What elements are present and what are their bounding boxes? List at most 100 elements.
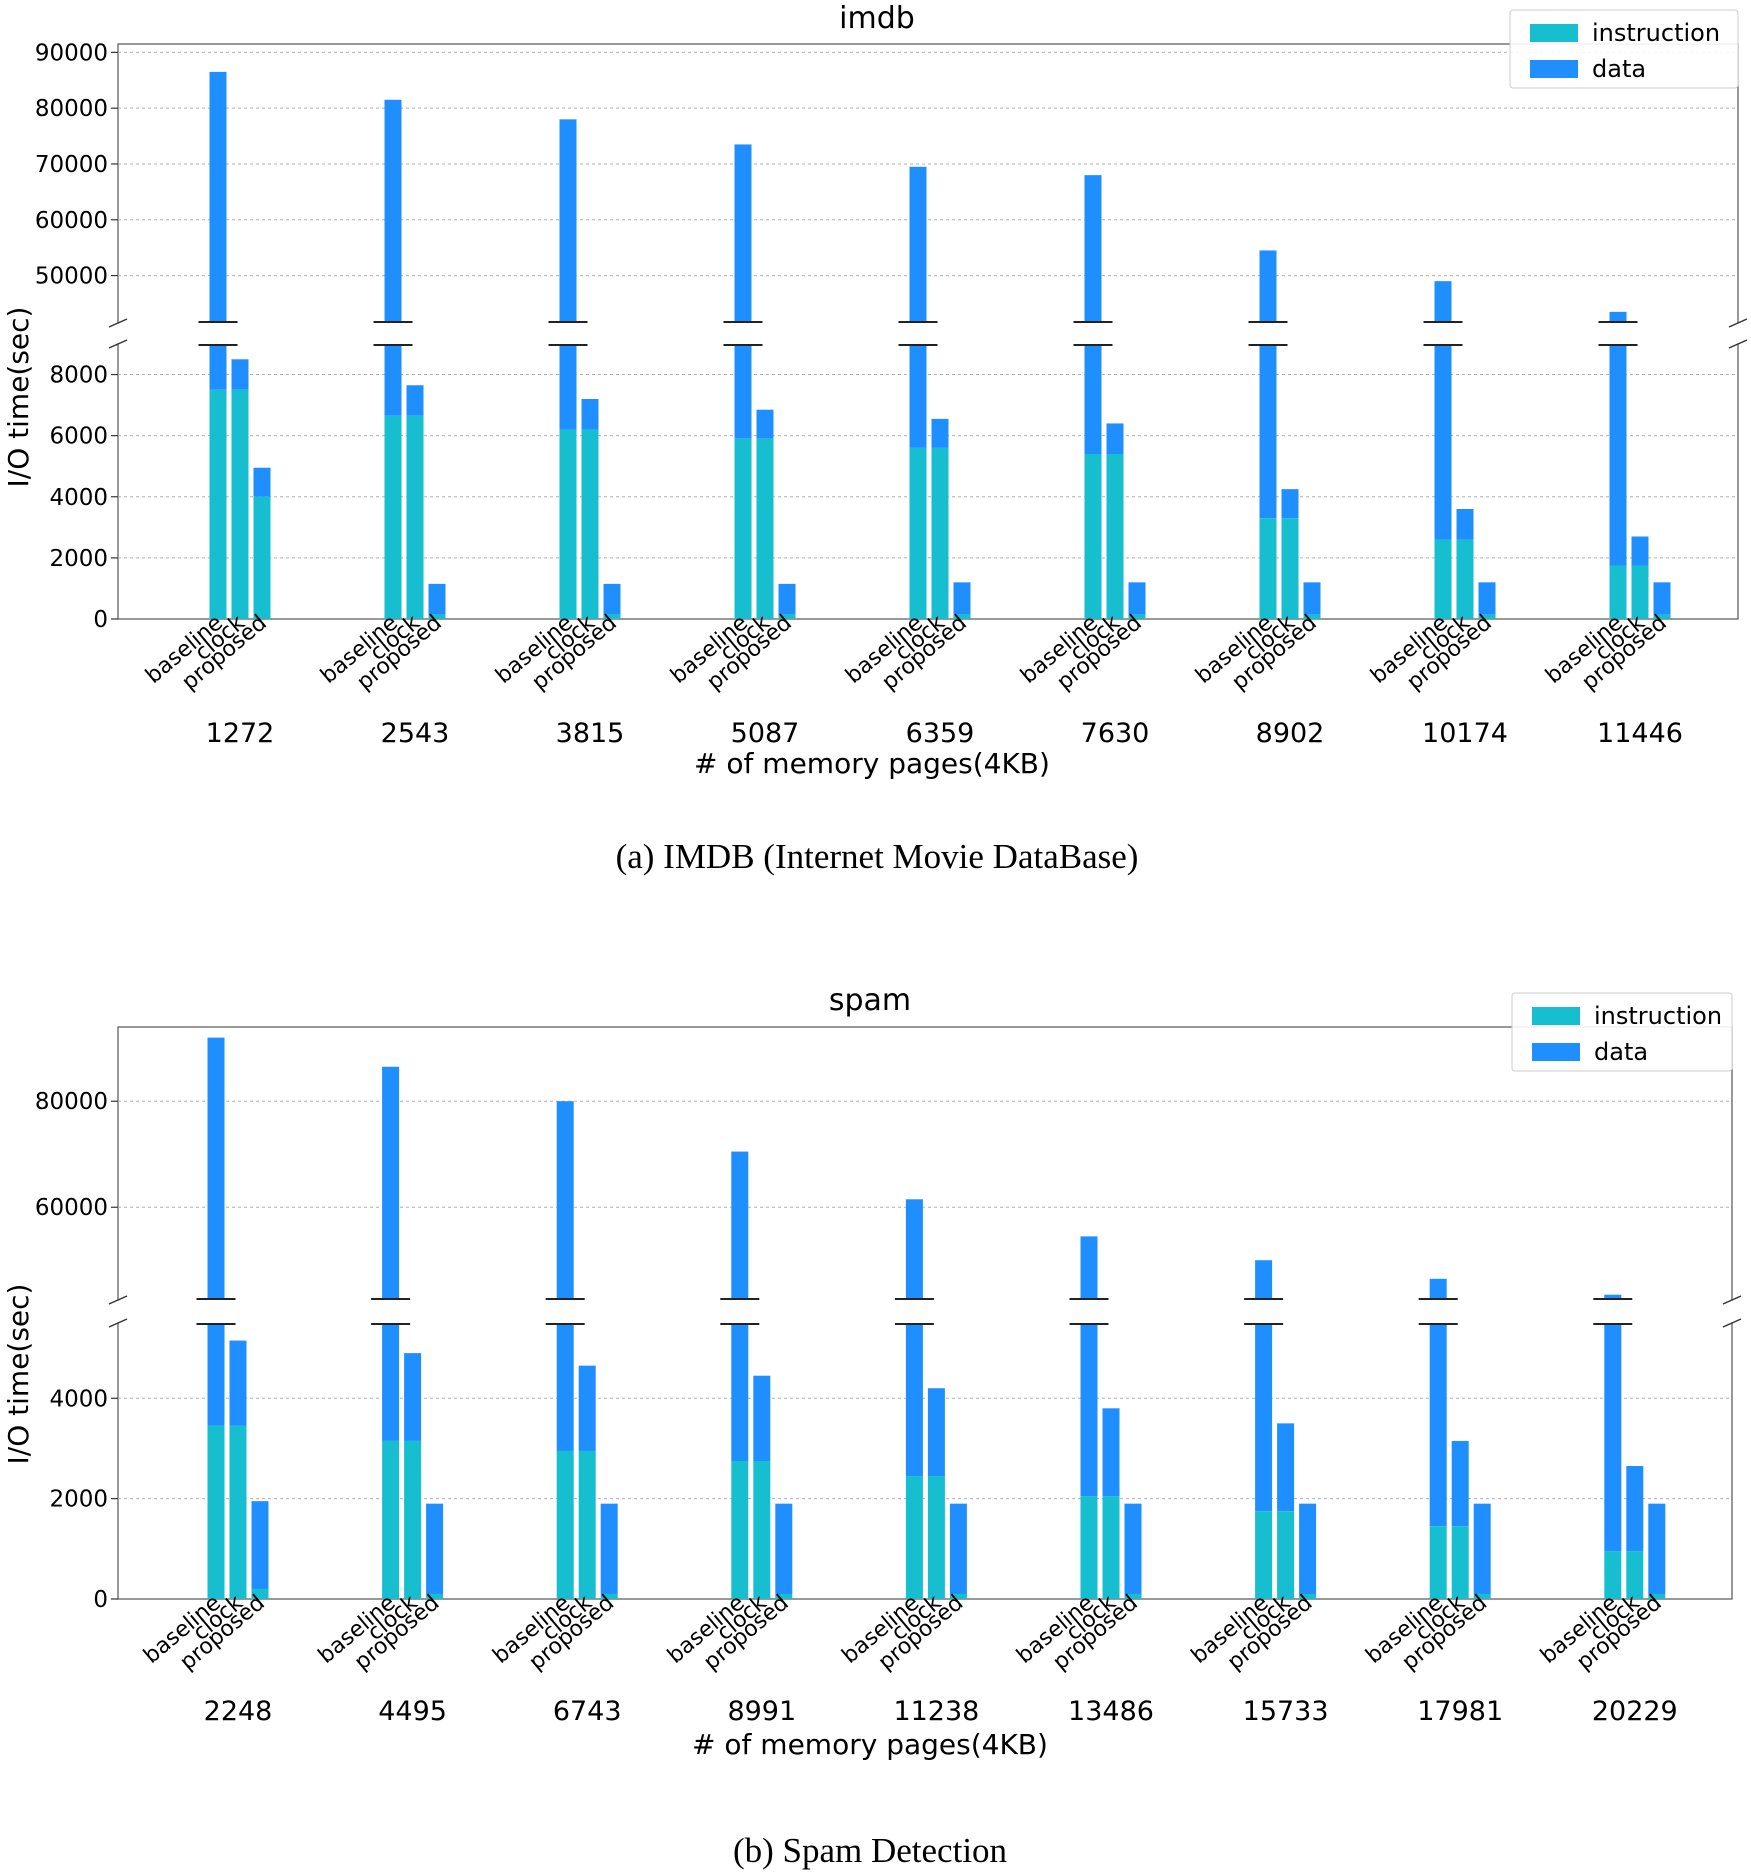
bar-clock-data <box>1277 1423 1295 1512</box>
bar-baseline-data <box>559 344 577 430</box>
chart-a-xlabel: # of memory pages(4KB) <box>694 747 1050 780</box>
legend-swatch-data <box>1530 60 1578 78</box>
upper-axes-frame <box>117 43 1739 324</box>
bar-clock-instruction <box>1277 1511 1295 1599</box>
bar-baseline-data-upper <box>1084 175 1102 323</box>
bar-proposed-instruction <box>949 1593 967 1599</box>
bar-proposed-data <box>778 583 796 615</box>
bar-proposed-instruction <box>1473 1593 1491 1599</box>
bar-baseline-data <box>1429 1323 1447 1527</box>
bar-clock-instruction <box>753 1461 771 1599</box>
bar-baseline-data-upper <box>209 71 227 324</box>
bar-clock-data <box>1281 489 1299 519</box>
axis-break-mark <box>108 318 128 328</box>
y-tick-label: 80000 <box>35 1089 108 1115</box>
bar-clock-instruction <box>756 438 774 619</box>
y-tick-label: 4000 <box>49 1386 108 1412</box>
bar-clock-data <box>1631 536 1649 566</box>
axis-break-mark <box>1722 1295 1742 1305</box>
bar-baseline-data-upper <box>1080 1236 1098 1300</box>
bar-baseline-data-upper <box>905 1199 923 1300</box>
bar-baseline-data <box>207 1323 225 1426</box>
bar-baseline-instruction <box>1259 518 1277 619</box>
bar-proposed-data <box>1473 1503 1491 1594</box>
x-category-label: 6359 <box>906 718 975 749</box>
y-tick-label: 80000 <box>35 96 108 122</box>
bar-clock-data <box>581 399 599 430</box>
bar-baseline-instruction <box>559 429 577 619</box>
bar-baseline-data-upper <box>1255 1260 1273 1300</box>
bar-clock-data <box>229 1340 247 1426</box>
axis-break-mark <box>108 339 128 349</box>
bar-proposed-instruction <box>778 614 796 619</box>
bar-proposed-instruction <box>253 496 271 619</box>
bar-proposed-instruction <box>1478 614 1496 619</box>
bar-baseline-data-upper <box>1604 1294 1622 1300</box>
chart-a-ylabel: I/O time(sec) <box>2 307 35 488</box>
bar-clock-instruction <box>1456 539 1474 619</box>
bar-baseline-instruction <box>1604 1551 1622 1599</box>
bar-proposed-instruction <box>426 1593 444 1599</box>
bar-baseline-data <box>734 344 752 439</box>
chart-b-title: spam <box>829 983 911 1018</box>
bar-baseline-data-upper <box>207 1037 225 1300</box>
bar-baseline-data-upper <box>1434 281 1452 323</box>
bar-proposed-data <box>1303 582 1321 615</box>
x-category-label: 10174 <box>1422 718 1508 749</box>
bar-proposed-data <box>1299 1503 1317 1594</box>
bar-baseline-data <box>1259 344 1277 519</box>
bar-clock-instruction <box>1102 1496 1120 1599</box>
bar-clock-data <box>1102 1408 1120 1497</box>
bar-proposed-instruction <box>1648 1593 1666 1599</box>
bar-clock-instruction <box>578 1450 596 1599</box>
bar-baseline-data-upper <box>1609 311 1627 323</box>
bar-baseline-data <box>1609 344 1627 566</box>
bar-clock-data <box>1626 1466 1644 1552</box>
bar-proposed-data <box>1648 1503 1666 1594</box>
bar-clock-instruction <box>1631 565 1649 619</box>
bar-clock-data <box>404 1353 422 1441</box>
chart-a-title: imdb <box>839 1 915 36</box>
bar-clock-instruction <box>581 429 599 619</box>
bar-proposed-instruction <box>1299 1593 1317 1599</box>
bar-proposed-data <box>1653 582 1671 615</box>
x-category-label: 8902 <box>1256 718 1325 749</box>
legend-swatch-data <box>1532 1043 1580 1061</box>
bar-baseline-data-upper <box>384 99 402 323</box>
bar-baseline-data <box>905 1323 923 1477</box>
chart-a-caption: (a) IMDB (Internet Movie DataBase) <box>616 837 1139 876</box>
bar-baseline-data <box>731 1323 749 1461</box>
bar-clock-instruction <box>231 389 249 619</box>
bar-baseline-instruction <box>384 415 402 619</box>
x-category-label: 2248 <box>204 1696 273 1727</box>
bar-baseline-data-upper <box>1429 1278 1447 1300</box>
bar-proposed-instruction <box>1128 614 1146 619</box>
bar-proposed-instruction <box>1303 614 1321 619</box>
bar-clock-instruction <box>1626 1551 1644 1599</box>
legend-swatch-instruction <box>1530 24 1578 42</box>
bar-proposed-data <box>253 467 271 497</box>
bar-clock-instruction <box>229 1425 247 1599</box>
legend-swatch-instruction <box>1532 1007 1580 1025</box>
x-category-label: 11238 <box>893 1696 979 1727</box>
x-category-label: 8991 <box>727 1696 796 1727</box>
bar-proposed-instruction <box>953 614 971 619</box>
bar-clock-data <box>231 359 249 390</box>
bar-baseline-data-upper <box>559 119 577 323</box>
x-category-label: 4495 <box>378 1696 447 1727</box>
bar-baseline-data-upper <box>1259 250 1277 323</box>
bar-clock-data <box>1106 423 1124 454</box>
chart-b: 6000080000020004000baselineclockproposed… <box>35 992 1742 1727</box>
bar-baseline-data <box>1255 1323 1273 1512</box>
bar-clock-instruction <box>927 1476 945 1599</box>
legend-label-data: data <box>1592 55 1646 83</box>
bar-baseline-instruction <box>731 1461 749 1599</box>
bar-clock-data <box>1451 1440 1469 1527</box>
bar-baseline-data <box>384 344 402 416</box>
bar-proposed-instruction <box>1653 614 1671 619</box>
bar-baseline-instruction <box>207 1425 225 1599</box>
bar-proposed-data <box>603 583 621 615</box>
y-tick-label: 0 <box>93 607 108 633</box>
legend-label-instruction: instruction <box>1594 1002 1722 1030</box>
